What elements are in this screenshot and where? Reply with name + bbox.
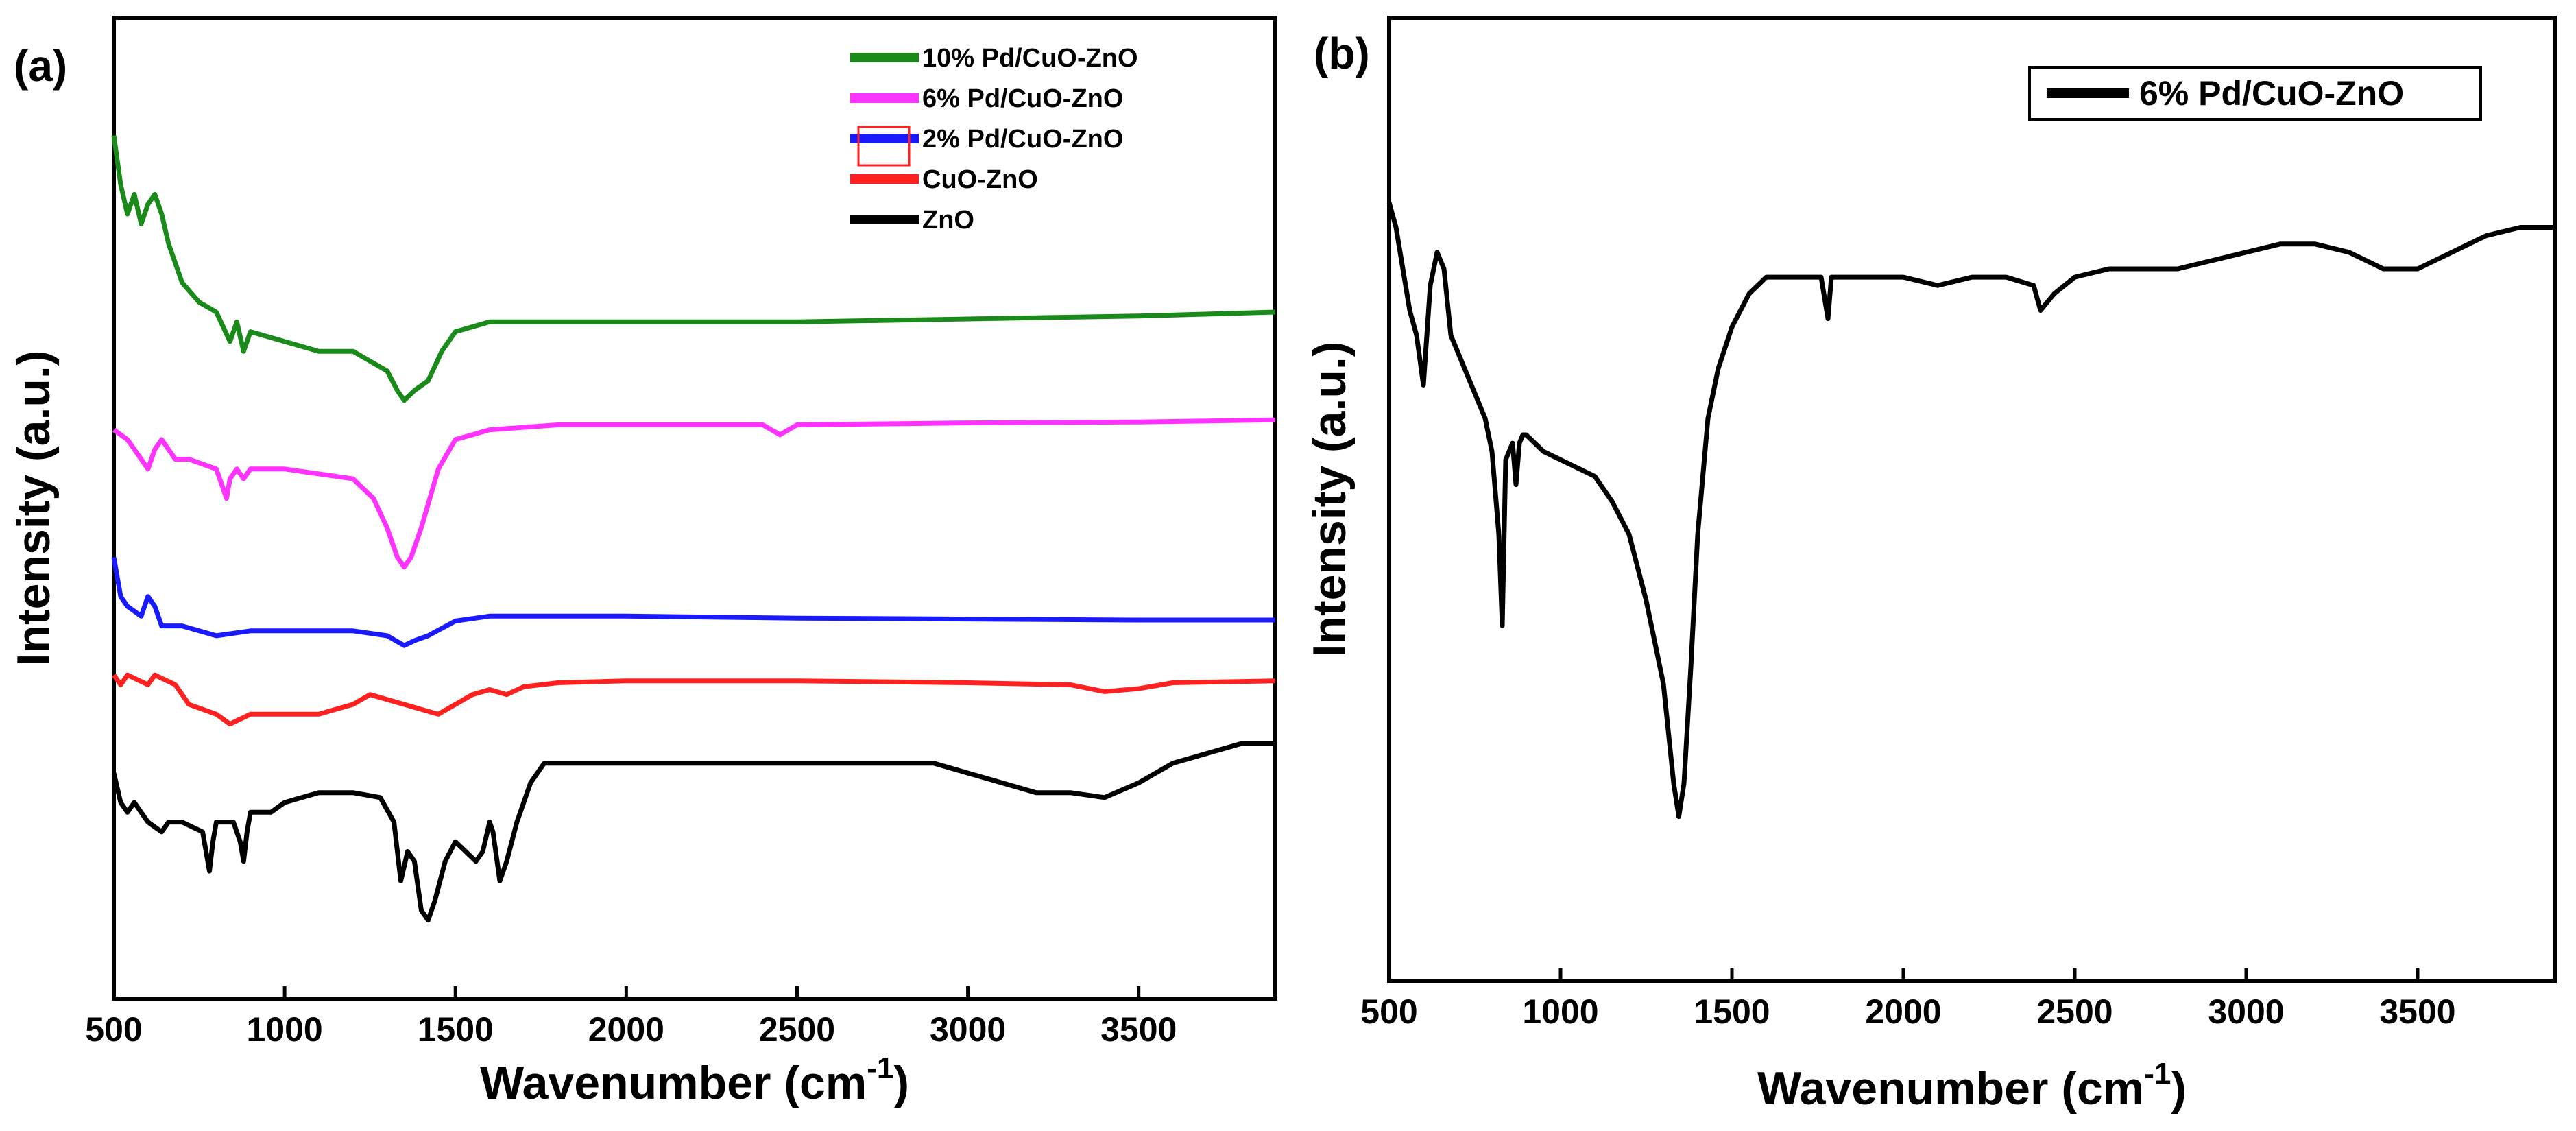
y-axis-title-b: Intensity (a.u.)	[1303, 342, 1356, 658]
plot-frame-a	[112, 16, 1277, 1001]
x-tick-label-a-1: 1000	[247, 1010, 323, 1049]
series-line-b-0	[1386, 202, 2555, 820]
panel-label-a: (a)	[14, 41, 67, 91]
x-tick-label-a-4: 2500	[759, 1010, 835, 1049]
x-ticks-b: 500 1000 1500 2000 2500 3000 3500	[1360, 968, 2456, 1031]
y-axis-title-a: Intensity (a.u.)	[8, 350, 60, 667]
x-tick-label-b-0: 500	[1360, 992, 1417, 1031]
series-a	[111, 135, 1276, 923]
x-tick-label-b-3: 2000	[1865, 992, 1941, 1031]
legend-b: 6% Pd/CuO-ZnO	[2028, 66, 2482, 121]
panel-a: (a) 500 1000 1500 2000 2500 3000 3500 Wavenumb…	[8, 16, 1277, 1109]
series-line-a-0	[111, 135, 1276, 403]
legend-label-a-1: 6% Pd/CuO-ZnO	[922, 84, 1123, 113]
legend-marker-box	[857, 126, 911, 167]
x-tick-label-b-1: 1000	[1522, 992, 1598, 1031]
series-line-a-1	[112, 417, 1276, 570]
x-tick-label-a-5: 3000	[930, 1010, 1006, 1049]
x-tick-label-a-3: 2000	[588, 1010, 664, 1049]
series-line-a-4	[111, 741, 1275, 923]
x-tick-label-a-0: 500	[85, 1010, 142, 1049]
legend-box-b	[2028, 66, 2482, 121]
x-tick-label-a-2: 1500	[418, 1010, 494, 1049]
legend-label-a-4: ZnO	[922, 206, 974, 235]
x-tick-label-b-2: 1500	[1694, 992, 1770, 1031]
x-axis-title-a: Wavenumber (cm-1)	[480, 1051, 909, 1109]
series-b	[1386, 202, 2555, 820]
series-line-a-3	[112, 672, 1276, 727]
x-tick-label-b-6: 3500	[2379, 992, 2455, 1031]
panel-b: (b) 500 1000 1500 2000 2500 3000 3500 Wavenumb…	[1303, 16, 2557, 1115]
x-tick-label-b-5: 3000	[2208, 992, 2284, 1031]
plot-frame-b	[1387, 16, 2557, 983]
legend-label-a-3: CuO-ZnO	[922, 165, 1038, 194]
x-ticks-a: 500 1000 1500 2000 2500 3000 3500	[85, 986, 1177, 1049]
legend-label-a-0: 10% Pd/CuO-ZnO	[922, 44, 1138, 73]
legend-label-b-0: 6% Pd/CuO-ZnO	[2139, 74, 2404, 112]
legend-label-a-2: 2% Pd/CuO-ZnO	[922, 125, 1123, 154]
panel-label-b: (b)	[1314, 29, 1370, 78]
legend-a: 10% Pd/CuO-ZnO 6% Pd/CuO-ZnO 2% Pd/CuO-Z…	[850, 44, 1138, 235]
x-axis-title-b: Wavenumber (cm-1)	[1757, 1057, 2187, 1115]
series-line-a-2	[111, 556, 1275, 648]
x-tick-label-a-6: 3500	[1100, 1010, 1177, 1049]
x-tick-label-b-4: 2500	[2036, 992, 2112, 1031]
